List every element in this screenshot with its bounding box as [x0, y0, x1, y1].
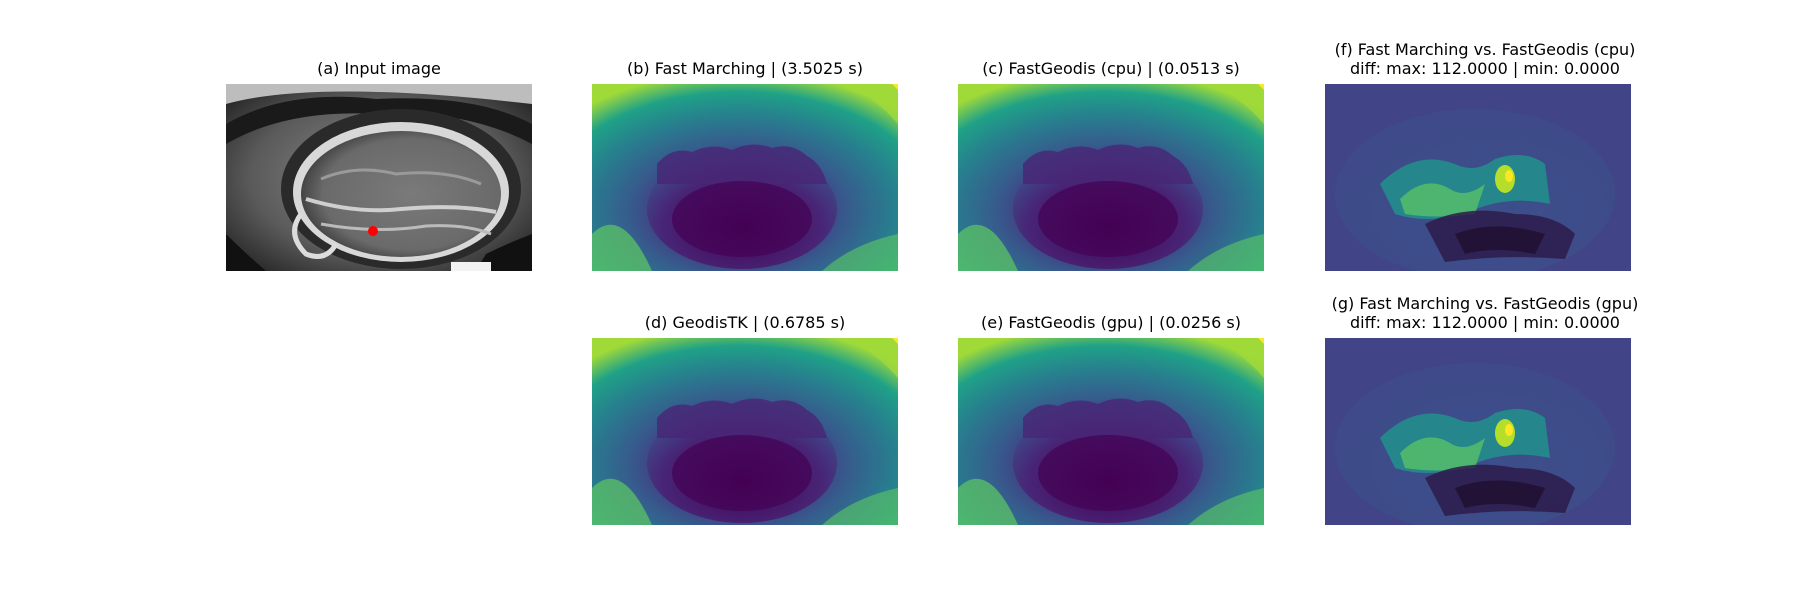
- mri-image: [226, 84, 532, 271]
- diff-map-gpu: [1325, 338, 1631, 525]
- panel-f-title: (f) Fast Marching vs. FastGeodis (cpu) d…: [1300, 40, 1670, 78]
- panel-g-title-line-2: diff: max: 112.0000 | min: 0.0000: [1350, 313, 1620, 332]
- fastgeodis-cpu-distance-map: [958, 84, 1264, 271]
- fastgeodis-gpu-distance-map: [958, 338, 1264, 525]
- panel-e-title-line-1: (e) FastGeodis (gpu) | (0.0256 s): [980, 313, 1241, 332]
- geodistk-distance-map: [592, 338, 898, 525]
- panel-f-title-line-2: diff: max: 112.0000 | min: 0.0000: [1350, 59, 1620, 78]
- panel-c-title: (c) FastGeodis (cpu) | (0.0513 s): [958, 59, 1264, 78]
- fast-marching-distance-map: [592, 84, 898, 271]
- diff-map-cpu: [1325, 84, 1631, 271]
- panel-e-title: (e) FastGeodis (gpu) | (0.0256 s): [958, 313, 1264, 332]
- panel-f-title-line-1: (f) Fast Marching vs. FastGeodis (cpu): [1334, 40, 1636, 59]
- panel-b-title-line-1: (b) Fast Marching | (3.5025 s): [627, 59, 863, 78]
- panel-d-title: (d) GeodisTK | (0.6785 s): [592, 313, 898, 332]
- input-image: [226, 84, 532, 271]
- panel-a-title: (a) Input image: [226, 59, 532, 78]
- panel-d-title-line-1: (d) GeodisTK | (0.6785 s): [644, 313, 846, 332]
- panel-a-title-line-1: (a) Input image: [317, 59, 441, 78]
- panel-b-title: (b) Fast Marching | (3.5025 s): [592, 59, 898, 78]
- panel-g-title-line-1: (g) Fast Marching vs. FastGeodis (gpu): [1331, 294, 1639, 313]
- panel-g-title: (g) Fast Marching vs. FastGeodis (gpu) d…: [1300, 294, 1670, 332]
- seed-point: [368, 226, 378, 236]
- panel-c-title-line-1: (c) FastGeodis (cpu) | (0.0513 s): [982, 59, 1240, 78]
